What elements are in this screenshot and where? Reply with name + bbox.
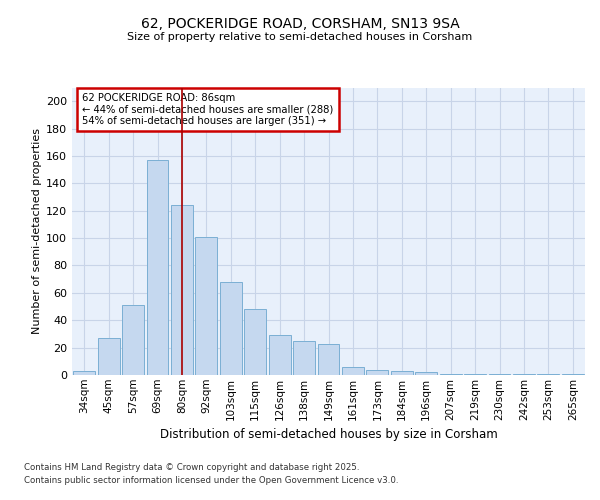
Bar — [73, 371, 95, 375]
Bar — [244, 310, 266, 375]
Bar — [415, 372, 437, 375]
Bar — [538, 374, 559, 375]
Bar — [269, 336, 290, 375]
Bar — [146, 160, 169, 375]
Bar — [293, 341, 315, 375]
Text: Contains HM Land Registry data © Crown copyright and database right 2025.: Contains HM Land Registry data © Crown c… — [24, 462, 359, 471]
Text: 62 POCKERIDGE ROAD: 86sqm
← 44% of semi-detached houses are smaller (288)
54% of: 62 POCKERIDGE ROAD: 86sqm ← 44% of semi-… — [82, 93, 334, 126]
Bar — [98, 338, 119, 375]
Bar — [171, 205, 193, 375]
Bar — [440, 374, 461, 375]
Bar — [342, 367, 364, 375]
Text: Size of property relative to semi-detached houses in Corsham: Size of property relative to semi-detach… — [127, 32, 473, 42]
X-axis label: Distribution of semi-detached houses by size in Corsham: Distribution of semi-detached houses by … — [160, 428, 497, 441]
Bar — [196, 236, 217, 375]
Y-axis label: Number of semi-detached properties: Number of semi-detached properties — [32, 128, 42, 334]
Bar — [367, 370, 388, 375]
Bar — [464, 374, 486, 375]
Bar — [220, 282, 242, 375]
Bar — [122, 305, 144, 375]
Text: 62, POCKERIDGE ROAD, CORSHAM, SN13 9SA: 62, POCKERIDGE ROAD, CORSHAM, SN13 9SA — [140, 18, 460, 32]
Bar — [488, 374, 511, 375]
Bar — [562, 374, 584, 375]
Text: Contains public sector information licensed under the Open Government Licence v3: Contains public sector information licen… — [24, 476, 398, 485]
Bar — [513, 374, 535, 375]
Bar — [391, 371, 413, 375]
Bar — [317, 344, 340, 375]
